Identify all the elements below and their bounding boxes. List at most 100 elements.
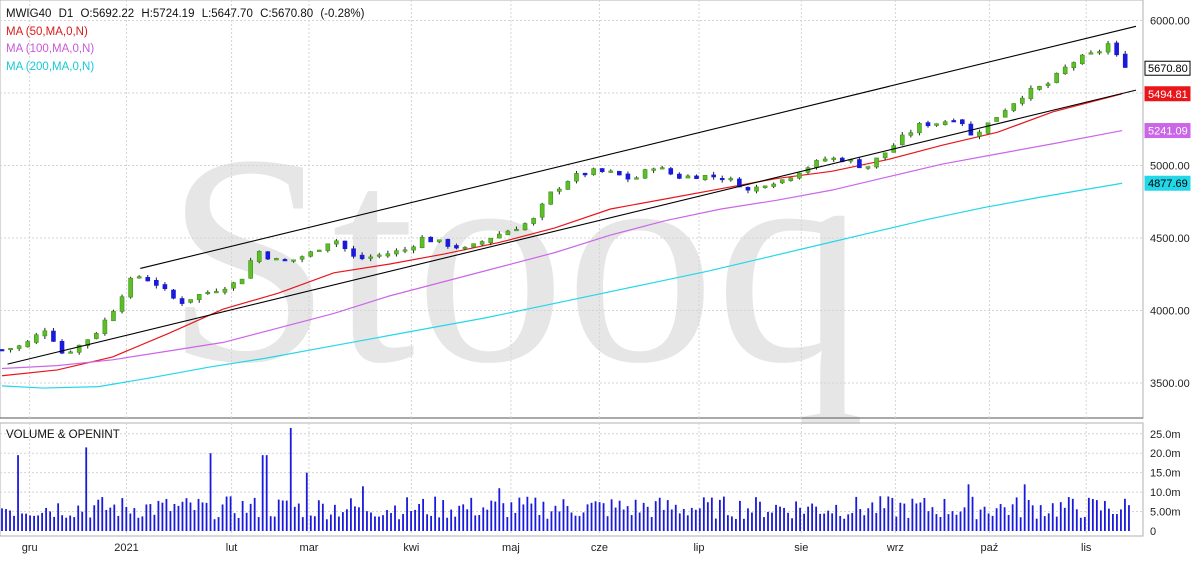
volume-bar <box>598 502 601 531</box>
volume-bar <box>1015 497 1018 531</box>
value-tag-label: 5670.80 <box>1148 63 1188 75</box>
volume-bar <box>73 517 76 531</box>
volume-bar <box>678 513 681 531</box>
ma-line <box>1 129 1123 370</box>
candle-body <box>291 259 296 262</box>
volume-bar <box>301 517 304 531</box>
volume-bar <box>325 519 328 531</box>
volume-bar <box>983 506 986 531</box>
candle-body <box>1020 97 1025 104</box>
volume-bar <box>53 516 56 531</box>
volume-bar <box>25 513 27 531</box>
volume-bar <box>1039 505 1042 531</box>
volume-bar <box>943 498 946 531</box>
volume-bars <box>1 427 1130 531</box>
volume-bar <box>49 511 52 531</box>
candle-body <box>497 233 502 239</box>
volume-bar <box>329 514 332 531</box>
volume-bar <box>807 506 810 531</box>
candle-body <box>1062 66 1068 75</box>
volume-bar <box>1083 516 1086 531</box>
volume-bar <box>855 496 858 531</box>
interval-label: D1 <box>59 8 74 20</box>
volume-bar <box>935 514 938 531</box>
volume-bar <box>847 514 850 531</box>
candle-body <box>797 172 802 179</box>
chart-header: MWIG40 D1 O:5692.22 H:5724.19 L:5647.70 … <box>6 8 365 441</box>
candle-body <box>136 276 142 279</box>
volume-bar <box>5 509 7 531</box>
candle-body <box>1028 87 1034 99</box>
volume-bar <box>366 511 368 531</box>
volume-bar <box>562 499 565 531</box>
volume-bar <box>743 518 745 531</box>
volume-bar <box>1 508 3 531</box>
candle-body <box>1105 43 1111 53</box>
volume-bar <box>843 518 846 531</box>
trend-channel <box>7 25 1137 365</box>
volume-bar <box>1128 505 1130 531</box>
volume-bar <box>1035 518 1038 531</box>
volume-bar <box>923 497 926 531</box>
stooq-watermark: Stooq <box>165 93 865 426</box>
candle-body <box>8 347 13 351</box>
volume-bar <box>81 511 84 531</box>
volume-bar <box>153 514 156 531</box>
volume-bar <box>558 511 561 531</box>
open-label: O:5692.22 <box>80 8 134 20</box>
legend-ma100-label: MA (100,MA,0,N) <box>6 43 94 55</box>
volume-bar <box>125 506 128 531</box>
volume-bar <box>763 517 765 531</box>
volume-bar <box>470 497 473 531</box>
volume-bar <box>767 511 769 531</box>
volume-bar <box>1116 514 1118 531</box>
volume-gridlines <box>0 433 1143 513</box>
candle-body <box>711 174 716 178</box>
candle-body <box>899 134 905 146</box>
candle-body <box>702 175 708 181</box>
legend-ma50-label: MA (50,MA,0,N) <box>6 26 88 38</box>
candle-body <box>608 170 614 173</box>
volume-bar <box>618 500 621 531</box>
volume-bar <box>674 504 677 531</box>
volume-bar <box>462 504 465 531</box>
candle-body <box>719 177 725 181</box>
date-tick-label: lut <box>226 542 238 554</box>
volume-bar <box>442 500 445 531</box>
candle-body <box>1071 62 1077 69</box>
candle-body <box>548 191 554 205</box>
volume-bar <box>658 497 661 531</box>
volume-bar <box>787 512 789 531</box>
volume-bar <box>747 508 749 531</box>
candle-body <box>942 121 948 126</box>
candle-body <box>771 183 776 187</box>
legend-ma200-label: MA (200,MA,0,N) <box>6 61 94 73</box>
volume-bar <box>554 505 557 531</box>
volume-tick-label: 15.0m <box>1150 468 1181 480</box>
change-label: (-0.28%) <box>320 8 364 20</box>
volume-bar <box>229 496 232 531</box>
value-tag-box <box>1144 60 1191 76</box>
volume-bar <box>45 507 48 531</box>
volume-bar <box>963 507 966 531</box>
candle-body <box>445 239 451 247</box>
volume-bar <box>129 513 132 531</box>
date-tick-label: maj <box>502 542 520 554</box>
candle-body <box>985 122 991 134</box>
volume-bar <box>979 509 982 531</box>
volume-bar <box>482 507 485 531</box>
volume-bar <box>346 509 348 531</box>
volume-bar <box>875 512 878 531</box>
volume-bar <box>1120 509 1122 531</box>
volume-bar <box>201 502 204 531</box>
volume-bar <box>975 519 978 531</box>
volume-bar <box>823 513 826 531</box>
volume-bar <box>1075 509 1078 531</box>
volume-bar <box>538 515 541 531</box>
candle-body <box>162 284 168 290</box>
volume-bar <box>333 504 336 531</box>
candle-body <box>231 282 236 289</box>
candle-body <box>274 258 279 261</box>
volume-bar <box>879 496 882 531</box>
volume-bar <box>426 514 429 531</box>
